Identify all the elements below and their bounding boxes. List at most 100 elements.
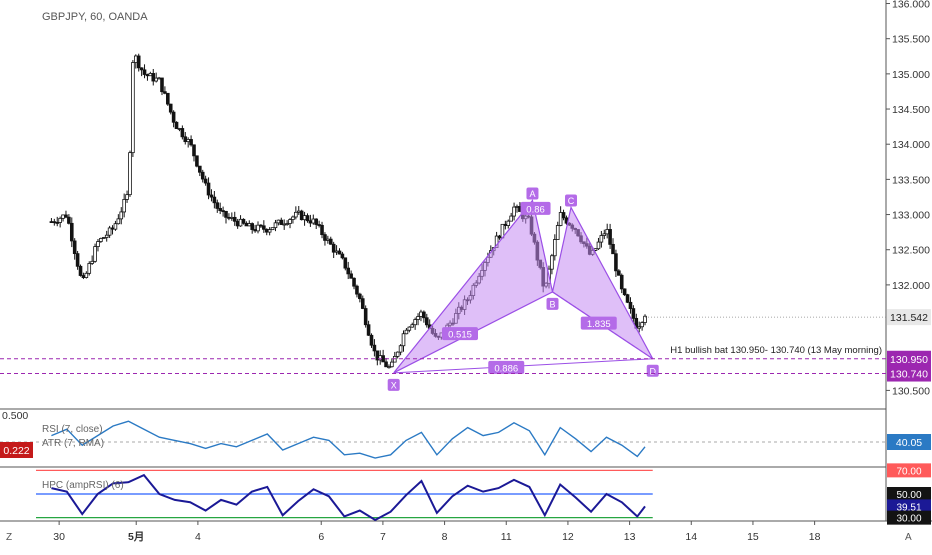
candle: [628, 297, 633, 314]
candle: [599, 230, 604, 248]
candle: [553, 234, 557, 261]
candle: [550, 253, 554, 275]
candle-body: [119, 211, 124, 220]
candle-body: [259, 224, 263, 227]
time-tick-label: 4: [195, 531, 201, 543]
time-tick-label: 5月: [128, 531, 144, 543]
candle-body: [107, 227, 112, 236]
pattern-ratio-box: [580, 316, 617, 330]
candle-body: [244, 222, 249, 227]
candle-body: [212, 196, 217, 204]
candle: [288, 218, 292, 229]
price-tick-label: 132.000: [892, 280, 930, 292]
candle: [160, 77, 164, 96]
candle-body: [605, 229, 609, 235]
candle-body: [139, 67, 144, 71]
pattern-ratio-box: [442, 327, 478, 341]
candle-body: [235, 220, 240, 227]
candle: [314, 218, 319, 230]
candle: [119, 207, 124, 225]
candle: [166, 92, 170, 106]
candle: [104, 230, 109, 242]
pattern-point-d: D: [646, 364, 659, 377]
candle: [67, 214, 71, 225]
candle: [122, 193, 126, 218]
candle-body: [174, 121, 179, 130]
candle: [340, 251, 345, 260]
candle-body: [299, 210, 304, 221]
candle-body: [340, 253, 345, 259]
rsi-value-box: [887, 434, 931, 450]
candle-body: [93, 246, 97, 262]
price-axis[interactable]: 136.000 135.500 135.000 134.500 134.000 133.5…: [886, 0, 931, 397]
rsi-pane[interactable]: RSI (7, close) ATR (7, RMA) 0.500 0.222 40.0…: [0, 410, 931, 459]
candle-body: [625, 294, 630, 303]
candle-body: [352, 277, 356, 287]
pattern-point-box: [387, 378, 400, 391]
price-tick-label: 132.500: [892, 245, 930, 257]
candle-body: [154, 77, 158, 82]
candle-body: [640, 322, 644, 328]
candle-body: [358, 293, 362, 300]
atr-title: ATR (7, RMA): [42, 438, 104, 449]
scale-z-button: Z: [6, 532, 12, 543]
candle-body: [366, 324, 371, 336]
price-tick-label: 134.000: [892, 139, 930, 151]
candle: [270, 227, 275, 231]
hpc-tick-box: [887, 510, 931, 525]
candle: [279, 217, 284, 225]
candle: [125, 190, 129, 203]
candle: [168, 103, 173, 115]
candle-body: [622, 288, 627, 296]
candle-body: [326, 238, 330, 241]
candle-body: [122, 199, 126, 213]
time-tick-label: 30: [53, 531, 65, 543]
candle-body: [311, 218, 316, 224]
candle: [87, 261, 92, 276]
hpc-series-line: [51, 473, 646, 522]
candle: [273, 219, 278, 232]
candle: [215, 199, 220, 213]
candle: [107, 225, 112, 238]
price-pane[interactable]: X A B C D 0.515 0.86 1.835 0.886 H1 bullish bat 1…: [0, 53, 886, 391]
candle-body: [110, 227, 115, 230]
candle-body: [256, 224, 260, 232]
candle-body: [410, 324, 415, 328]
candle-body: [90, 260, 94, 264]
candle: [372, 339, 377, 357]
candle: [424, 313, 429, 328]
candle-body: [308, 220, 313, 224]
candle: [346, 261, 351, 280]
time-tick-label: 6: [318, 531, 324, 543]
candle: [139, 67, 144, 77]
candle: [136, 53, 141, 72]
candle-body: [512, 206, 516, 217]
time-tick-label: 14: [685, 531, 697, 543]
candle: [256, 221, 260, 234]
candle: [413, 317, 417, 330]
candle-body: [99, 238, 103, 242]
candle: [331, 241, 336, 259]
candle-body: [611, 243, 615, 255]
candle-body: [553, 239, 557, 257]
level-tag-label: 130.950: [890, 354, 928, 366]
candle: [358, 292, 362, 303]
candle: [198, 165, 202, 177]
candle: [72, 238, 77, 260]
candle-body: [614, 253, 618, 272]
hpc-tick-label: 39.51: [896, 502, 921, 513]
candle-body: [422, 311, 426, 319]
candle: [128, 150, 132, 197]
time-axis[interactable]: 30 5月 4 6 7 8 11 12 13 14 15 18 Z A: [6, 521, 912, 543]
candle-body: [413, 319, 417, 326]
candle-body: [349, 273, 353, 279]
time-tick-label: 12: [562, 531, 574, 543]
pattern-ratio-label: 0.515: [448, 330, 472, 341]
candle: [617, 269, 621, 276]
level-tag: 130.950: [887, 350, 931, 367]
candle-body: [360, 298, 365, 309]
candle-body: [125, 194, 129, 200]
candle: [101, 236, 106, 239]
